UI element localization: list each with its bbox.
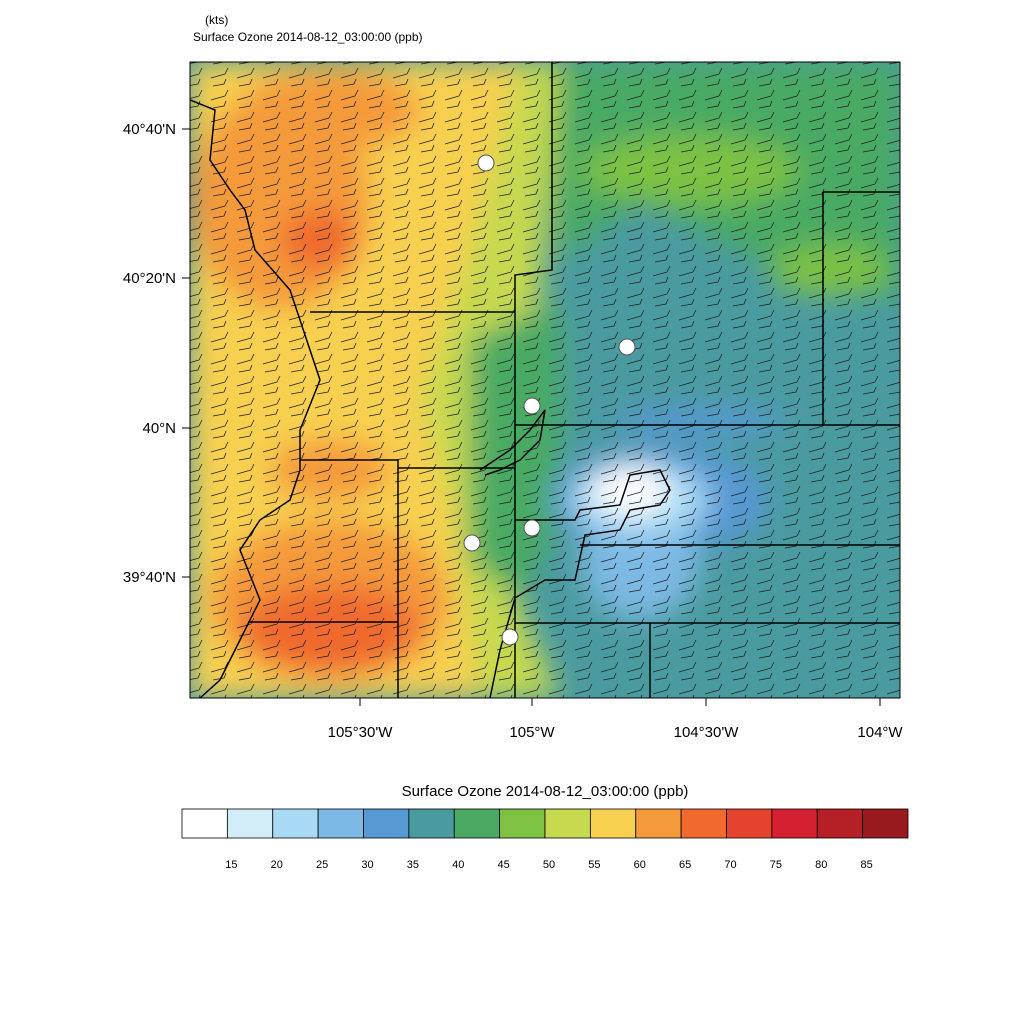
units-label: (kts)	[205, 13, 228, 27]
colorbar-box	[317, 808, 364, 839]
colorbar-label: 50	[543, 859, 555, 871]
colorbar-box	[771, 808, 818, 839]
colorbar-label: 15	[225, 859, 237, 871]
colorbar-label: 45	[498, 859, 510, 871]
lon-label: 104°30'W	[674, 724, 740, 741]
plot-title: Surface Ozone 2014-08-12_03:00:00 (ppb)	[193, 30, 423, 44]
colorbar-label: 30	[361, 859, 373, 871]
colorbar-label: 20	[271, 859, 283, 871]
lon-label: 104°W	[857, 724, 903, 741]
map-frame	[189, 61, 901, 699]
colorbar-label: 35	[407, 859, 419, 871]
colorbar-label: 40	[452, 859, 464, 871]
lat-label: 40°N	[142, 420, 176, 437]
colorbar-box	[680, 808, 727, 839]
ozone-field	[190, 62, 900, 698]
colorbar-box	[226, 808, 274, 839]
colorbar-label: 75	[770, 859, 782, 871]
colorbar-box	[408, 808, 455, 839]
colorbar-label: 80	[815, 859, 827, 871]
colorbar-box	[499, 808, 546, 839]
colorbar-box	[453, 808, 501, 839]
colorbar-label: 25	[316, 859, 328, 871]
colorbar-box	[272, 808, 319, 839]
colorbar-label: 65	[679, 859, 691, 871]
colorbar-box	[544, 808, 591, 839]
lat-label: 39°40'N	[123, 569, 176, 586]
colorbar-label: 70	[724, 859, 736, 871]
colorbar-box	[726, 808, 773, 839]
colorbar-label: 85	[861, 859, 873, 871]
colorbar-box	[862, 808, 909, 839]
lon-label: 105°W	[509, 724, 555, 741]
colorbar-box	[589, 808, 637, 839]
lat-label: 40°40'N	[123, 121, 176, 138]
lon-label: 105°30'W	[328, 724, 394, 741]
colorbar-box	[181, 808, 228, 839]
colorbar-box	[363, 808, 410, 839]
colorbar-box	[816, 808, 864, 839]
colorbar-box	[635, 808, 682, 839]
colorbar-label: 55	[588, 859, 600, 871]
colorbar-title: Surface Ozone 2014-08-12_03:00:00 (ppb)	[402, 783, 689, 800]
lat-label: 40°20'N	[123, 270, 176, 287]
colorbar-label: 60	[634, 859, 646, 871]
